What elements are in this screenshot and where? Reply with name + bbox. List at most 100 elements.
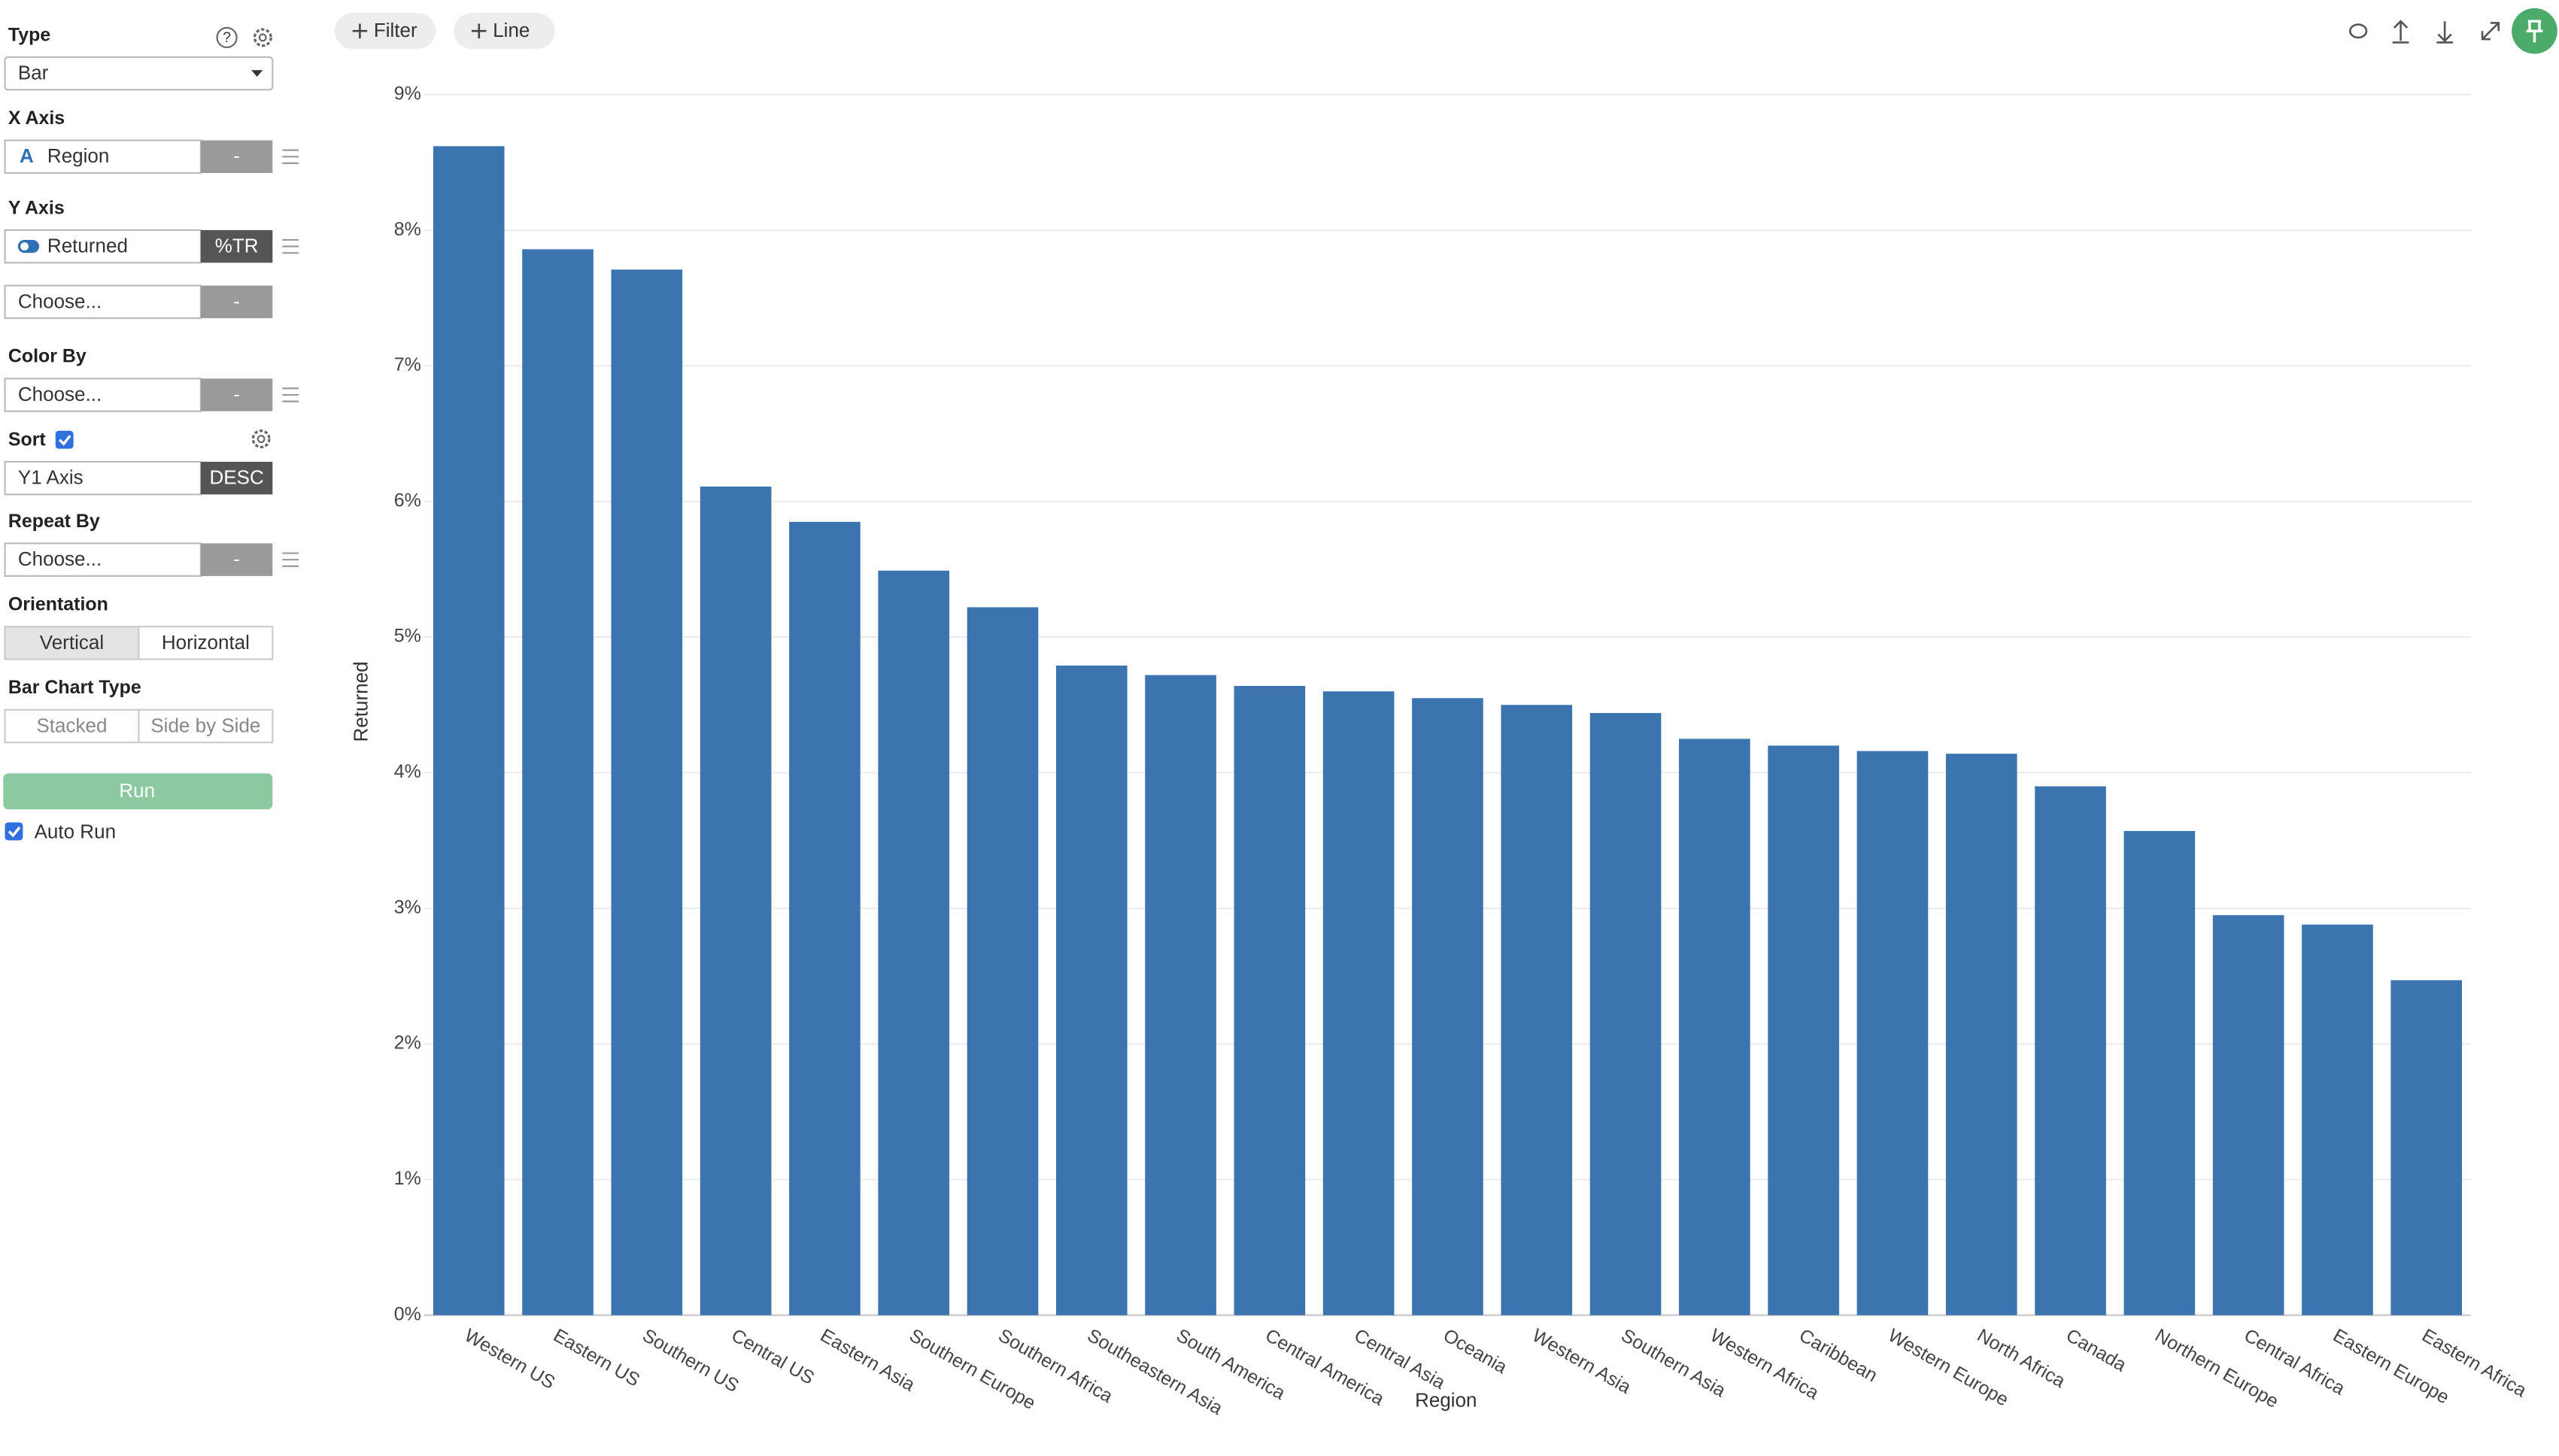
sort-settings-icon[interactable] [251, 429, 271, 449]
y-tick-label: 0% [394, 1303, 421, 1324]
segment-button[interactable] [4, 626, 140, 660]
agg-value: DESC [209, 466, 263, 489]
field-box[interactable] [4, 284, 202, 320]
section-label: Bar Chart Type [8, 677, 141, 698]
agg-value: - [233, 144, 240, 167]
bar[interactable] [1589, 713, 1662, 1315]
section-label: Sort [8, 429, 46, 450]
bar[interactable] [2123, 830, 2196, 1315]
type-value: Bar [18, 62, 49, 84]
field-value: Choose... [18, 383, 102, 405]
bar[interactable] [1768, 745, 1839, 1315]
segment-button[interactable] [138, 626, 274, 660]
bar[interactable] [433, 146, 505, 1315]
toolbar-icons[interactable] [2348, 20, 2500, 44]
bar[interactable] [1234, 686, 1306, 1315]
y-tick-label: 1% [394, 1168, 421, 1189]
bar[interactable] [878, 570, 950, 1315]
x-tick-label: Eastern US [550, 1324, 643, 1391]
field-box[interactable] [4, 542, 202, 577]
pin-icon [2526, 20, 2543, 43]
sort-checkbox[interactable] [55, 430, 74, 449]
x-axis-title: Region [1415, 1389, 1477, 1412]
field-agg[interactable] [200, 140, 273, 173]
bar[interactable] [2391, 980, 2463, 1315]
section-label: X Axis [8, 108, 65, 129]
auto-run-checkbox[interactable] [5, 822, 23, 841]
check [8, 826, 21, 838]
segment-label: Vertical [40, 631, 104, 654]
bar[interactable] [2212, 915, 2284, 1315]
field-agg[interactable] [200, 462, 273, 495]
x-tick-label: Canada [2063, 1324, 2130, 1376]
svg-text:?: ? [223, 29, 231, 46]
field-box[interactable] [4, 378, 202, 412]
field-agg[interactable] [200, 543, 273, 576]
section-label: Y Axis [8, 197, 65, 218]
field-agg[interactable] [200, 285, 273, 319]
field-box[interactable] [4, 139, 202, 174]
section-label: Repeat By [8, 511, 100, 532]
section-label: Type [8, 24, 50, 45]
run-label: Run [119, 779, 155, 802]
section-label: Orientation [8, 594, 108, 615]
y-tick-label: 8% [394, 219, 421, 240]
bar[interactable] [1055, 666, 1128, 1315]
field-value: Region [47, 144, 109, 167]
x-tick-label: Oceania [1440, 1324, 1511, 1378]
agg-value: - [233, 383, 240, 405]
plus-icon [472, 23, 487, 39]
bar[interactable] [700, 486, 772, 1315]
agg-value: - [233, 548, 240, 570]
field-value: Returned [47, 235, 128, 257]
bar[interactable] [1501, 705, 1573, 1315]
x-tick-label: Western US [461, 1324, 559, 1393]
help-icon[interactable]: ? [216, 26, 238, 49]
y-tick-label: 6% [394, 490, 421, 511]
segment-label: Side by Side [150, 714, 260, 736]
agg-value: - [233, 290, 240, 312]
agg-value: %TR [215, 235, 259, 257]
toolbar-button-label: Line [493, 19, 530, 41]
segment-label: Stacked [36, 714, 107, 736]
field-value: Choose... [18, 548, 102, 570]
segment-label: Horizontal [162, 631, 250, 654]
field-box[interactable] [4, 229, 202, 264]
toolbar-button[interactable] [334, 13, 436, 50]
toolbar-button[interactable] [454, 13, 555, 50]
bar[interactable] [967, 607, 1039, 1315]
auto-run-label: Auto Run [35, 820, 116, 842]
type-select[interactable] [4, 56, 274, 91]
bar[interactable] [1145, 675, 1216, 1315]
bar[interactable] [1412, 698, 1483, 1315]
bar[interactable] [1679, 739, 1750, 1315]
bar[interactable] [2302, 924, 2373, 1315]
field-value: Choose... [18, 290, 102, 312]
y-tick-label: 5% [394, 626, 421, 647]
bar[interactable] [1856, 751, 1929, 1315]
bar[interactable] [522, 249, 593, 1315]
x-tick-label: Eastern Asia [817, 1324, 918, 1395]
bar[interactable] [789, 521, 861, 1315]
y-tick-label: 3% [394, 896, 421, 918]
y-tick-label: 2% [394, 1033, 421, 1054]
check [58, 435, 71, 446]
field-box[interactable] [4, 460, 202, 496]
bar[interactable] [2035, 786, 2106, 1315]
y-tick-label: 9% [394, 83, 421, 104]
section-label: Color By [8, 346, 87, 367]
x-tick-label: Western Asia [1528, 1324, 1635, 1398]
settings-icon[interactable] [253, 28, 272, 47]
plus-icon [352, 23, 368, 39]
field-agg[interactable] [200, 229, 273, 263]
segment-button[interactable] [138, 708, 274, 744]
toggle-knob [20, 242, 29, 251]
y-tick-label: 7% [394, 354, 421, 375]
run-button[interactable] [3, 773, 273, 810]
bar[interactable] [1945, 754, 2017, 1315]
toolbar-button-label: Filter [374, 19, 417, 41]
bar[interactable] [1322, 691, 1395, 1315]
bar[interactable] [611, 269, 683, 1315]
field-agg[interactable] [200, 378, 273, 411]
